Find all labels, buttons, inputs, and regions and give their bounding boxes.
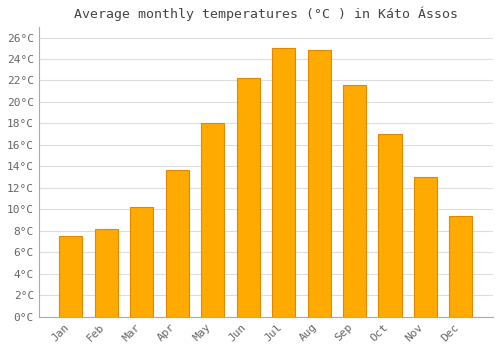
Bar xyxy=(166,170,189,317)
Bar xyxy=(450,216,472,317)
Bar xyxy=(236,78,260,317)
Bar xyxy=(308,50,330,317)
Bar xyxy=(272,48,295,317)
Bar xyxy=(130,207,154,317)
Bar xyxy=(60,236,82,317)
Bar xyxy=(343,85,366,317)
Title: Average monthly temperatures (°C ) in Káto Ássos: Average monthly temperatures (°C ) in Ká… xyxy=(74,7,458,21)
Bar xyxy=(95,229,118,317)
Bar xyxy=(201,124,224,317)
Bar xyxy=(378,134,402,317)
Bar xyxy=(414,177,437,317)
